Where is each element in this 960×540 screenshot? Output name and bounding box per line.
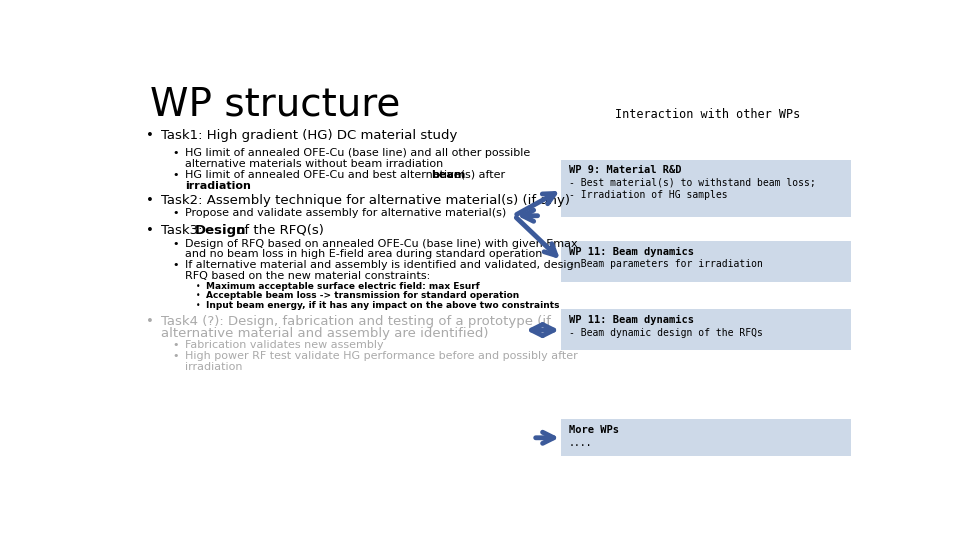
- Text: Fabrication validates new assembly: Fabrication validates new assembly: [185, 340, 384, 350]
- Text: Task1: High gradient (HG) DC material study: Task1: High gradient (HG) DC material st…: [161, 129, 457, 142]
- Text: Design of RFQ based on annealed OFE-Cu (base line) with given Emax: Design of RFQ based on annealed OFE-Cu (…: [185, 239, 578, 248]
- Text: •: •: [172, 352, 179, 361]
- Text: •: •: [196, 292, 201, 300]
- Text: Task2: Assembly technique for alternative material(s) (if any): Task2: Assembly technique for alternativ…: [161, 194, 570, 207]
- Text: ....: ....: [568, 438, 592, 448]
- Text: •: •: [172, 340, 179, 350]
- Text: alternative materials without beam irradiation: alternative materials without beam irrad…: [185, 159, 444, 169]
- Text: Interaction with other WPs: Interaction with other WPs: [615, 109, 801, 122]
- Text: •: •: [172, 148, 179, 158]
- Text: WP 9: Material R&D: WP 9: Material R&D: [568, 165, 682, 176]
- Text: If alternative material and assembly is identified and validated, design: If alternative material and assembly is …: [185, 260, 581, 270]
- Text: irradiation: irradiation: [185, 362, 243, 372]
- Text: •: •: [172, 208, 179, 218]
- Text: - Beam dynamic design of the RFQs: - Beam dynamic design of the RFQs: [568, 328, 762, 338]
- Text: •: •: [146, 194, 154, 207]
- Text: WP structure: WP structure: [150, 85, 400, 124]
- Text: - Best material(s) to withstand beam loss;: - Best material(s) to withstand beam los…: [568, 178, 815, 188]
- FancyBboxPatch shape: [562, 420, 851, 456]
- Text: •: •: [196, 282, 201, 291]
- Text: •: •: [146, 224, 154, 237]
- Text: More WPs: More WPs: [568, 426, 618, 435]
- Text: of the RFQ(s): of the RFQ(s): [231, 224, 324, 237]
- Text: beam: beam: [431, 170, 466, 180]
- Text: •: •: [146, 315, 154, 328]
- Text: •: •: [146, 129, 154, 142]
- Text: •: •: [196, 301, 201, 310]
- FancyBboxPatch shape: [562, 160, 851, 218]
- Text: Task3:: Task3:: [161, 224, 206, 237]
- Text: WP 11: Beam dynamics: WP 11: Beam dynamics: [568, 315, 694, 325]
- Text: Input beam energy, if it has any impact on the above two constraints: Input beam energy, if it has any impact …: [205, 301, 559, 310]
- Text: High power RF test validate HG performance before and possibly after: High power RF test validate HG performan…: [185, 352, 578, 361]
- Text: Task4 (?): Design, fabrication and testing of a prototype (if: Task4 (?): Design, fabrication and testi…: [161, 315, 551, 328]
- Text: Propose and validate assembly for alternative material(s): Propose and validate assembly for altern…: [185, 208, 507, 218]
- Text: and no beam loss in high E-field area during standard operation: and no beam loss in high E-field area du…: [185, 249, 542, 259]
- FancyBboxPatch shape: [562, 309, 851, 350]
- Text: - Irradiation of HG samples: - Irradiation of HG samples: [568, 191, 728, 200]
- Text: RFQ based on the new material constraints:: RFQ based on the new material constraint…: [185, 271, 431, 281]
- Text: •: •: [172, 170, 179, 180]
- Text: Design: Design: [194, 224, 246, 237]
- Text: HG limit of annealed OFE-Cu (base line) and all other possible: HG limit of annealed OFE-Cu (base line) …: [185, 148, 531, 158]
- Text: irradiation: irradiation: [185, 181, 252, 191]
- Text: •: •: [172, 239, 179, 248]
- Text: WP 11: Beam dynamics: WP 11: Beam dynamics: [568, 246, 694, 256]
- Text: alternative material and assembly are identified): alternative material and assembly are id…: [161, 327, 489, 340]
- FancyBboxPatch shape: [562, 241, 851, 282]
- Text: HG limit of annealed OFE-Cu and best alternative(s) after: HG limit of annealed OFE-Cu and best alt…: [185, 170, 509, 180]
- Text: - Beam parameters for irradiation: - Beam parameters for irradiation: [568, 259, 762, 269]
- Text: Maximum acceptable surface electric field: max Esurf: Maximum acceptable surface electric fiel…: [205, 282, 479, 291]
- Text: Acceptable beam loss -> transmission for standard operation: Acceptable beam loss -> transmission for…: [205, 292, 518, 300]
- Text: •: •: [172, 260, 179, 270]
